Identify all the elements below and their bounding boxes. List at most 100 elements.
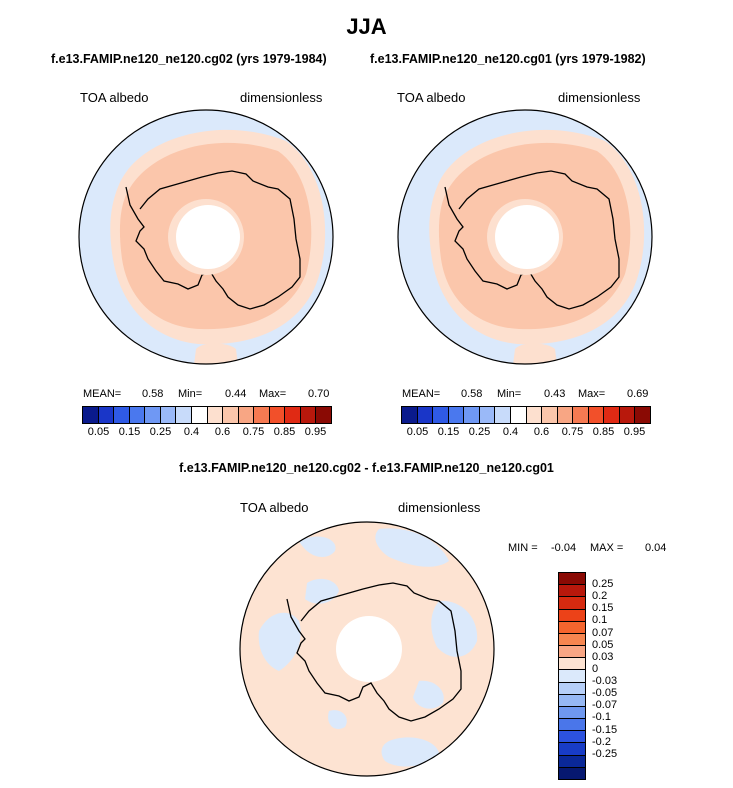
colorbar-tick-label: -0.2 [592, 735, 611, 748]
colorbar-tick-label: -0.03 [592, 675, 618, 688]
colorbar-swatch [316, 407, 331, 423]
colorbar-tick-label: -0.05 [592, 687, 618, 700]
colorbar-swatch [479, 407, 496, 423]
colorbar-swatch [559, 597, 585, 610]
left-subtitle: f.e13.FAMIP.ne120_ne120.cg02 (yrs 1979-1… [51, 52, 327, 66]
colorbar-swatch [145, 407, 161, 423]
right-units-label: dimensionless [558, 90, 641, 105]
left-colorbar [82, 406, 332, 424]
colorbar-swatch [619, 407, 636, 423]
colorbar-tick-label: 0.15 [592, 602, 614, 615]
colorbar-tick-label: 0.05 [406, 426, 429, 438]
colorbar-tick-label: 0 [592, 662, 599, 675]
colorbar-tick-label: 0.25 [592, 578, 614, 591]
right-min-value: 0.43 [544, 388, 566, 400]
colorbar-swatch [559, 646, 585, 659]
colorbar-swatch [269, 407, 286, 423]
colorbar-tick-label: -0.25 [592, 747, 618, 760]
colorbar-swatch [559, 658, 585, 671]
left-min-label: Min= [178, 388, 203, 400]
colorbar-swatch [635, 407, 650, 423]
colorbar-swatch [559, 633, 585, 647]
colorbar-swatch [223, 407, 239, 423]
diff-min-label: MIN = [508, 542, 538, 554]
colorbar-tick-label: 0.85 [592, 426, 615, 438]
colorbar-swatch [160, 407, 177, 423]
colorbar-tick-label: 0.4 [502, 426, 519, 438]
colorbar-swatch [559, 719, 585, 732]
colorbar-swatch [559, 743, 585, 756]
left-colorbar-ticks: 0.05 0.15 0.25 0.4 0.6 0.75 0.85 0.95 [82, 426, 332, 440]
colorbar-swatch [604, 407, 620, 423]
left-mean-value: 0.58 [142, 388, 164, 400]
right-max-label: Max= [578, 388, 606, 400]
diff-var-label: TOA albedo [240, 500, 309, 515]
diff-max-value: 0.04 [645, 542, 667, 554]
colorbar-swatch [559, 670, 585, 683]
colorbar-swatch [129, 407, 146, 423]
colorbar-tick-label: 0.85 [273, 426, 296, 438]
colorbar-swatch [495, 407, 511, 423]
colorbar-tick-label: 0.15 [118, 426, 141, 438]
colorbar-swatch [464, 407, 480, 423]
left-var-label: TOA albedo [80, 90, 149, 105]
colorbar-swatch [559, 755, 585, 768]
right-colorbar-ticks: 0.05 0.15 0.25 0.4 0.6 0.75 0.85 0.95 [401, 426, 651, 440]
colorbar-swatch [573, 407, 589, 423]
colorbar-swatch [559, 731, 585, 744]
colorbar-tick-label: 0.95 [623, 426, 646, 438]
colorbar-swatch [176, 407, 192, 423]
left-mean-label: MEAN= [83, 388, 122, 400]
colorbar-swatch [559, 694, 585, 707]
colorbar-swatch [559, 573, 585, 586]
colorbar-swatch [402, 407, 418, 423]
colorbar-swatch [559, 621, 585, 634]
colorbar-swatch [83, 407, 99, 423]
colorbar-swatch [559, 609, 585, 622]
colorbar-swatch [98, 407, 115, 423]
colorbar-swatch [559, 767, 585, 779]
left-units-label: dimensionless [240, 90, 323, 105]
colorbar-swatch [238, 407, 255, 423]
colorbar-tick-label: 0.07 [592, 626, 614, 639]
colorbar-swatch [526, 407, 543, 423]
right-var-label: TOA albedo [397, 90, 466, 105]
colorbar-swatch [542, 407, 558, 423]
right-polar-map [397, 109, 653, 365]
colorbar-swatch [510, 407, 527, 423]
colorbar-swatch [207, 407, 224, 423]
diff-min-value: -0.04 [551, 542, 577, 554]
colorbar-tick-label: 0.03 [592, 650, 614, 663]
colorbar-tick-label: 0.15 [437, 426, 460, 438]
colorbar-tick-label: 0.1 [592, 614, 608, 627]
colorbar-tick-label: 0.6 [214, 426, 231, 438]
colorbar-swatch [254, 407, 270, 423]
colorbar-tick-label: 0.4 [183, 426, 200, 438]
colorbar-tick-label: -0.07 [592, 699, 618, 712]
diff-colorbar-ticks: 0.25 0.2 0.15 0.1 0.07 0.05 0.03 0 -0.03 -0.05 -0.… [592, 572, 652, 778]
colorbar-swatch [191, 407, 208, 423]
colorbar-tick-label: 0.75 [242, 426, 265, 438]
right-mean-value: 0.58 [461, 388, 483, 400]
colorbar-swatch [588, 407, 605, 423]
colorbar-swatch [114, 407, 130, 423]
right-colorbar [401, 406, 651, 424]
left-max-value: 0.70 [308, 388, 330, 400]
diff-units-label: dimensionless [398, 500, 481, 515]
left-polar-map [78, 109, 334, 365]
colorbar-swatch [557, 407, 574, 423]
left-min-value: 0.44 [225, 388, 247, 400]
diff-max-label: MAX = [590, 542, 624, 554]
left-max-label: Max= [259, 388, 287, 400]
colorbar-tick-label: 0.95 [304, 426, 327, 438]
figure-title: JJA [346, 14, 387, 39]
colorbar-tick-label: 0.75 [561, 426, 584, 438]
colorbar-swatch [417, 407, 434, 423]
colorbar-swatch [433, 407, 449, 423]
right-mean-label: MEAN= [402, 388, 441, 400]
colorbar-tick-label: 0.2 [592, 590, 608, 603]
diff-title: f.e13.FAMIP.ne120_ne120.cg02 - f.e13.FAM… [179, 461, 554, 475]
diff-polar-map [239, 521, 495, 777]
colorbar-swatch [559, 682, 585, 695]
colorbar-tick-label: 0.25 [149, 426, 172, 438]
